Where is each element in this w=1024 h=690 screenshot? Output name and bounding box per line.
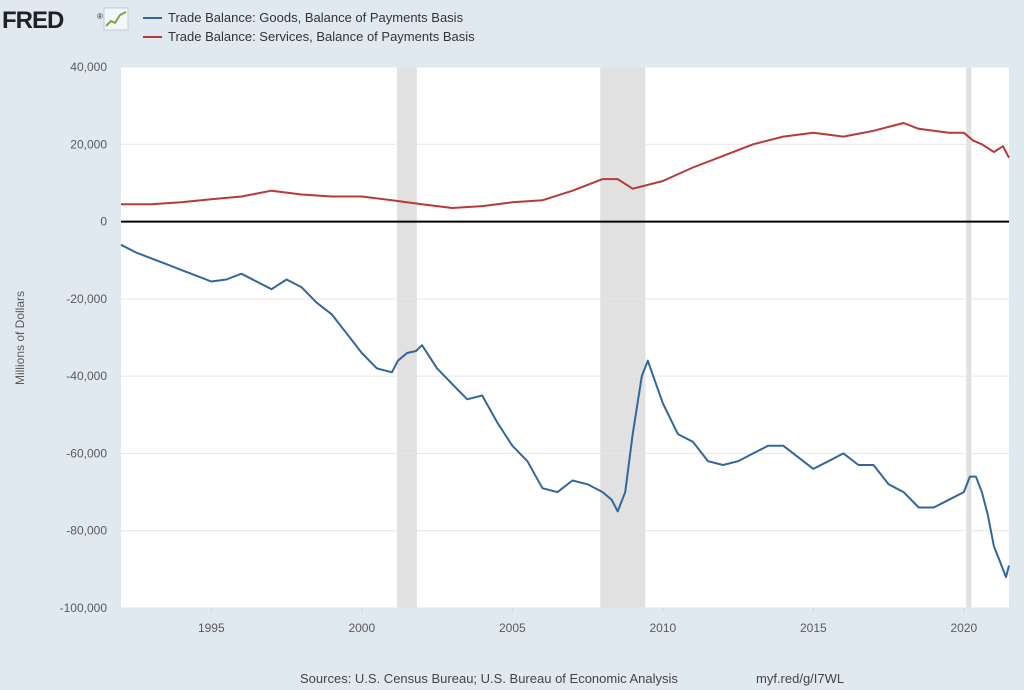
- x-tick-label: 1995: [198, 621, 225, 635]
- y-tick-label: -80,000: [66, 524, 107, 538]
- y-tick-label: -100,000: [60, 601, 108, 615]
- y-tick-label: -40,000: [66, 369, 107, 383]
- recession-band-2: [966, 67, 972, 608]
- legend-label-services: Trade Balance: Services, Balance of Paym…: [168, 29, 475, 44]
- x-tick-label: 2020: [950, 621, 977, 635]
- series-line-goods: [120, 243, 1010, 579]
- x-axis-ticks: 1995 2000 2005 2010 2015 2020: [198, 608, 978, 635]
- fred-graph-icon: [103, 7, 129, 31]
- fred-logo-text: FRED: [2, 7, 64, 34]
- legend: Trade Balance: Goods, Balance of Payment…: [143, 10, 475, 44]
- x-tick-label: 2010: [649, 621, 676, 635]
- plot-area: [121, 67, 1009, 608]
- fred-logo[interactable]: FRED ®: [2, 7, 129, 34]
- x-tick-label: 2000: [348, 621, 375, 635]
- y-tick-label: -20,000: [66, 292, 107, 306]
- y-tick-label: 0: [100, 215, 107, 229]
- registered-mark: ®: [97, 12, 103, 21]
- y-axis-ticks: -100,000 -80,000 -60,000 -40,000 -20,000 0 20,…: [60, 60, 108, 615]
- sources-text: Sources: U.S. Census Bureau; U.S. Bureau…: [300, 671, 678, 686]
- y-tick-label: 20,000: [70, 137, 107, 151]
- legend-item-services[interactable]: Trade Balance: Services, Balance of Paym…: [143, 29, 475, 44]
- gridlines: [121, 66, 1009, 609]
- series-lines: [120, 122, 1010, 579]
- y-tick-label: 40,000: [70, 60, 107, 74]
- series-line-services: [121, 122, 1010, 209]
- legend-item-goods[interactable]: Trade Balance: Goods, Balance of Payment…: [143, 10, 464, 25]
- recession-band-1: [600, 67, 646, 608]
- y-tick-label: -60,000: [66, 446, 107, 460]
- x-tick-label: 2005: [499, 621, 526, 635]
- recession-band-0: [397, 67, 417, 608]
- y-axis-label: Millions of Dollars: [13, 291, 27, 385]
- x-tick-label: 2015: [800, 621, 827, 635]
- legend-label-goods: Trade Balance: Goods, Balance of Payment…: [168, 10, 464, 25]
- short-url-link[interactable]: myf.red/g/I7WL: [756, 671, 844, 686]
